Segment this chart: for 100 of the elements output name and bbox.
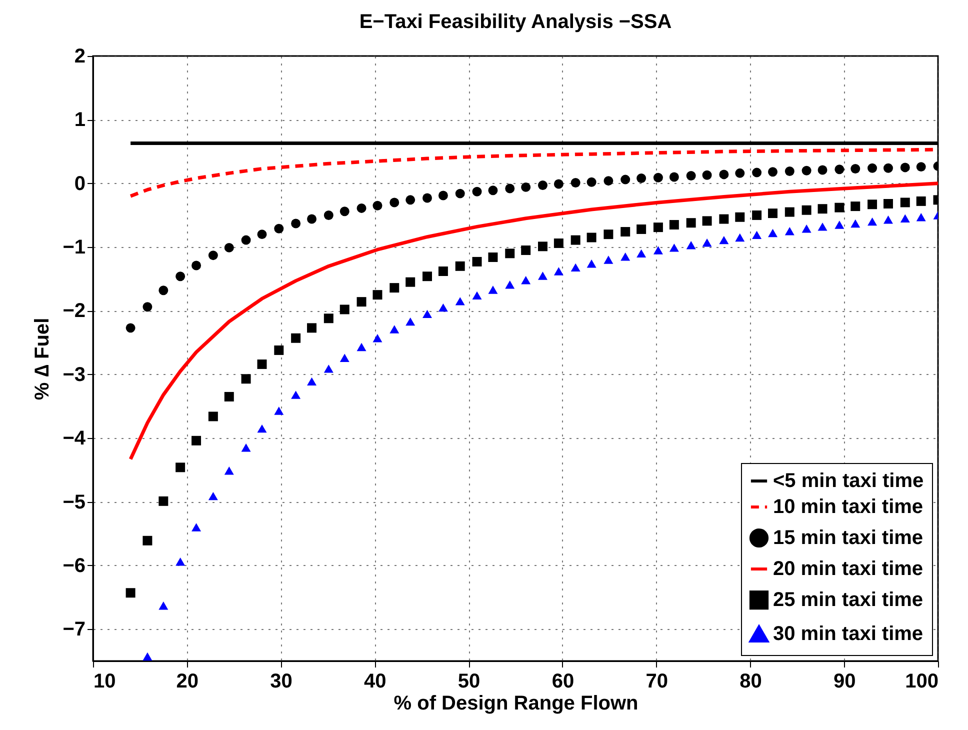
y-tick-label: −7 xyxy=(62,618,86,641)
point xyxy=(372,290,382,300)
point xyxy=(340,206,350,216)
point xyxy=(372,200,382,210)
x-tick-label: 70 xyxy=(646,670,668,692)
point xyxy=(274,406,284,415)
point xyxy=(883,199,893,208)
point xyxy=(735,233,745,242)
point xyxy=(126,323,136,333)
point xyxy=(438,190,448,200)
point xyxy=(834,164,844,174)
point xyxy=(472,256,482,266)
legend-label: 25 min taxi time xyxy=(773,589,924,611)
point xyxy=(570,178,580,188)
point xyxy=(719,236,729,244)
point xyxy=(538,180,548,190)
point xyxy=(735,212,745,222)
x-tick-label: 60 xyxy=(552,670,574,692)
point xyxy=(538,242,548,252)
point xyxy=(554,238,564,248)
chart-title: E−Taxi Feasibility Analysis −SSA xyxy=(359,11,672,33)
point xyxy=(158,286,168,296)
x-tick-label: 50 xyxy=(458,670,480,692)
point xyxy=(834,220,844,229)
point xyxy=(570,263,580,272)
point xyxy=(505,184,515,194)
point xyxy=(192,436,202,446)
point xyxy=(176,272,186,282)
point xyxy=(735,168,745,178)
point xyxy=(257,424,267,433)
point xyxy=(653,222,663,232)
line-series xyxy=(128,182,938,461)
y-tick-label: −6 xyxy=(62,554,86,577)
point xyxy=(142,536,152,546)
point xyxy=(604,176,614,186)
point xyxy=(620,174,630,184)
point xyxy=(472,291,482,300)
point xyxy=(669,172,679,182)
point xyxy=(554,179,564,189)
point xyxy=(142,302,152,312)
point xyxy=(406,195,416,205)
point xyxy=(257,230,267,240)
point xyxy=(390,283,400,293)
point xyxy=(538,272,548,280)
point xyxy=(224,242,234,252)
point xyxy=(850,164,860,174)
point xyxy=(702,238,712,247)
point xyxy=(818,165,828,175)
y-tick-label: −5 xyxy=(62,491,86,514)
point xyxy=(784,227,794,236)
point xyxy=(208,412,218,422)
point xyxy=(142,652,152,661)
point xyxy=(455,261,465,271)
point xyxy=(850,219,860,228)
y-tick-label: −3 xyxy=(62,364,86,386)
point xyxy=(586,260,596,268)
point xyxy=(752,230,762,240)
legend-label: 20 min taxi time xyxy=(773,558,924,580)
point xyxy=(653,172,663,182)
point xyxy=(850,202,860,212)
x-tick-label: 10 xyxy=(94,670,116,692)
y-tick-label: −2 xyxy=(62,300,86,322)
point xyxy=(521,276,531,284)
point xyxy=(324,314,334,324)
x-tick-label: 40 xyxy=(364,670,386,692)
point xyxy=(208,492,218,500)
point xyxy=(438,266,448,276)
point xyxy=(802,166,812,176)
y-axis-title: % ∆ Fuel xyxy=(32,318,54,400)
point xyxy=(488,186,498,196)
point xyxy=(390,325,400,334)
x-tick-label: 90 xyxy=(833,670,856,692)
point xyxy=(340,354,350,362)
point xyxy=(505,280,515,289)
point xyxy=(291,390,301,399)
point xyxy=(719,214,729,224)
point xyxy=(586,232,596,242)
point xyxy=(324,364,334,373)
point xyxy=(158,496,168,506)
point xyxy=(916,196,926,206)
point xyxy=(570,235,580,245)
x-tick-label: 30 xyxy=(270,670,292,692)
point xyxy=(356,203,366,213)
point xyxy=(340,304,350,314)
point xyxy=(455,297,465,306)
point xyxy=(883,163,893,173)
point xyxy=(686,170,696,180)
point xyxy=(900,198,910,208)
y-tick-label: −1 xyxy=(62,236,86,259)
point xyxy=(900,162,910,172)
point xyxy=(356,342,366,352)
point xyxy=(768,208,778,218)
point xyxy=(438,303,448,312)
point xyxy=(307,323,317,333)
point xyxy=(752,168,762,178)
point xyxy=(307,214,317,224)
point xyxy=(669,244,679,252)
point xyxy=(176,558,186,566)
point xyxy=(784,207,794,217)
point xyxy=(422,272,432,282)
